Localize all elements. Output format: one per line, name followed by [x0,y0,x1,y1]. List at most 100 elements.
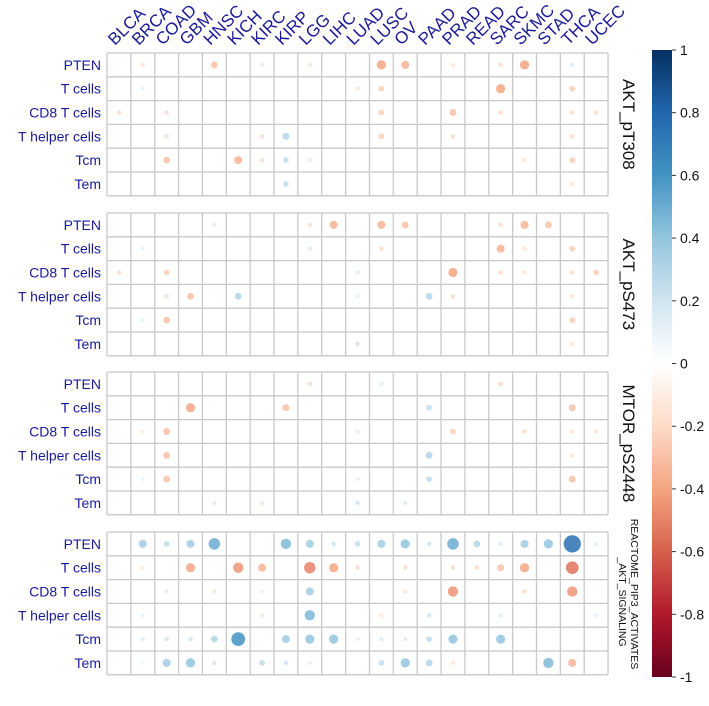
correlation-dot [448,267,458,278]
correlation-dot [234,156,243,165]
correlation-dot [570,453,575,458]
correlation-dot [140,317,145,323]
correlation-dot [140,565,145,570]
correlation-dot [259,157,265,163]
correlation-dot [140,246,145,251]
row-label: Tem [75,495,101,511]
correlation-dot [212,500,217,506]
correlation-dot [307,62,313,68]
correlation-dot [163,156,171,164]
correlation-dot [378,109,385,116]
colorbar-tick-label: -0.6 [680,544,704,560]
correlation-dot [522,270,527,275]
correlation-dot [212,222,217,228]
correlation-dot [329,563,339,573]
correlation-dot [403,500,408,506]
correlation-dot [282,132,290,140]
correlation-dot [305,634,315,644]
row-label: Tcm [75,631,101,647]
correlation-dot [496,634,506,644]
correlation-dot [519,60,530,70]
correlation-dot [282,404,290,412]
correlation-dot [163,475,171,483]
correlation-dot [163,541,170,547]
correlation-dot [570,62,575,68]
correlation-dot [450,428,456,435]
row-label: T cells [61,560,101,576]
correlation-dot [569,157,576,163]
row-label: Tcm [75,152,101,168]
correlation-dot [379,613,384,618]
correlation-dot [305,539,314,548]
correlation-dot [259,660,265,666]
correlation-dot [307,222,313,228]
row-label: Tem [75,336,101,352]
correlation-dot [281,635,290,644]
correlation-dot [498,541,503,547]
correlation-dot [401,221,409,229]
correlation-dot [379,246,384,251]
row-label: Tem [75,655,101,671]
correlation-dot [138,539,147,548]
correlation-dot [140,613,145,618]
correlation-dot [498,613,503,618]
correlation-dot [140,636,145,642]
correlation-dot [497,564,505,572]
correlation-dot [234,292,242,300]
row-label: T cells [61,81,101,97]
correlation-dot [140,62,145,68]
correlation-dot [593,110,599,115]
row-label: Tem [75,176,101,192]
correlation-dot [307,381,313,387]
panel: PTEN T cells CD8 T cells T helper cells Tcm T… [18,52,638,197]
correlation-dot [426,404,432,411]
column-labels: BLCABRCACOADGBMHNSCKICHKIRCKIRPLGGLIHCLU… [104,1,629,49]
correlation-dot [447,586,459,597]
correlation-dot [355,565,360,570]
correlation-dot [355,341,360,347]
correlation-dot [593,429,599,434]
correlation-dot [307,246,313,251]
correlation-dot [568,475,576,483]
correlation-dot [259,500,265,506]
correlation-dot [498,222,503,228]
correlation-dot [498,62,503,68]
correlation-dot [164,636,169,642]
correlation-dot [187,292,194,300]
correlation-dot [569,270,575,275]
correlation-dot [474,565,480,570]
colorbar-tick-label: 0.8 [680,105,700,121]
correlation-dot [140,429,145,434]
correlation-dot [450,134,456,139]
correlation-dot [425,292,433,300]
correlation-dot [185,403,196,413]
correlation-dot [522,246,527,251]
correlation-dot [116,270,122,275]
correlation-dot [570,341,575,347]
correlation-dot [403,636,408,642]
correlation-dot [543,657,554,669]
row-label: T helper cells [18,607,101,623]
row-label: PTEN [64,217,101,233]
correlation-dot [354,541,361,547]
correlation-dot [162,658,171,667]
colorbar-tick-label: -0.2 [680,418,704,434]
colorbar-tick-label: -1 [680,669,693,685]
correlation-dot [377,220,386,229]
panels: PTEN T cells CD8 T cells T helper cells Tcm T… [18,52,640,676]
correlation-dot [498,381,503,387]
correlation-dot [329,220,338,229]
correlation-dot [259,134,265,139]
correlation-dot [569,134,575,139]
correlation-dot [210,635,218,643]
correlation-dot [210,61,218,69]
correlation-dot [259,613,265,618]
correlation-dot [164,294,169,299]
row-label: T helper cells [18,288,101,304]
panel-label: AKT_pT308 [619,79,638,170]
correlation-dot [212,589,217,594]
correlation-dot [140,476,145,482]
correlation-dot [565,561,579,575]
correlation-dot [522,429,527,434]
